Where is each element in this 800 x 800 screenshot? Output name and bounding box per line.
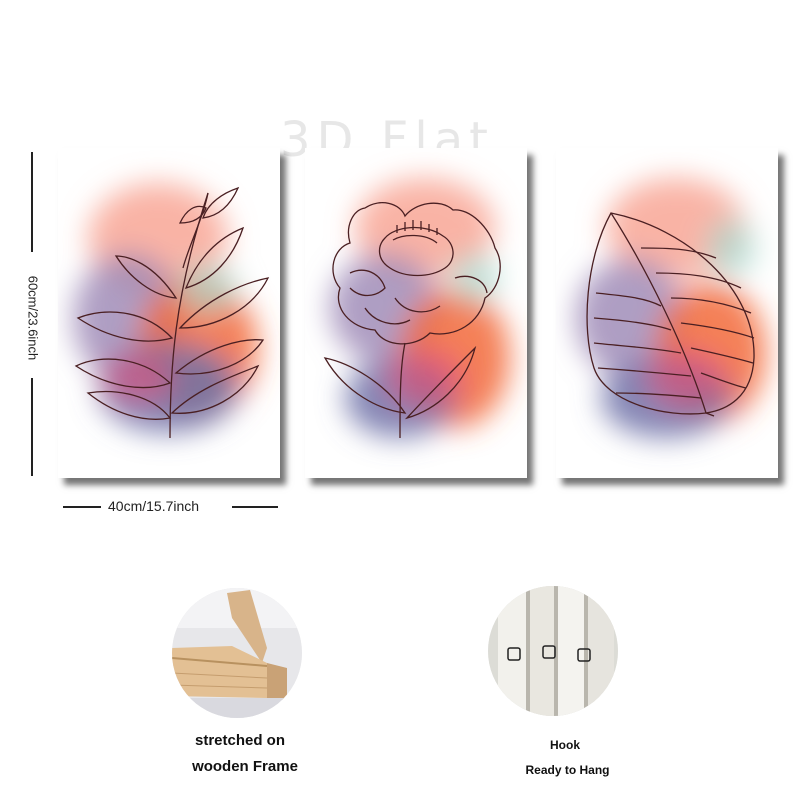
peony-flower-lineart (323, 202, 501, 439)
width-dimension-line-right (232, 506, 278, 508)
width-dimension-label: 40cm/15.7inch (108, 498, 200, 514)
wooden-frame-detail-photo (172, 588, 302, 718)
hook-detail-photo (488, 586, 618, 716)
hook-caption-line2: Ready to Hang (525, 763, 610, 777)
frame-caption-line1: stretched on (194, 732, 285, 749)
art-panel-peony-flower (305, 148, 527, 478)
width-dimension-line-left (63, 506, 101, 508)
watercolor-wash (576, 178, 766, 438)
hook-caption-line1: Hook (550, 738, 580, 752)
art-panel-single-leaf (556, 148, 778, 478)
height-dimension-label: 60cm/23.6inch (25, 275, 41, 361)
watercolor-wash (330, 178, 510, 438)
watercolor-wash (73, 183, 258, 433)
single-leaf-lineart (586, 212, 755, 417)
frame-caption-line2: wooden Frame (192, 758, 298, 775)
art-panel-leafy-branch (58, 148, 280, 478)
height-dimension-line-top (31, 152, 33, 252)
height-dimension-line-bottom (31, 378, 33, 476)
leafy-branch-lineart (74, 186, 270, 439)
